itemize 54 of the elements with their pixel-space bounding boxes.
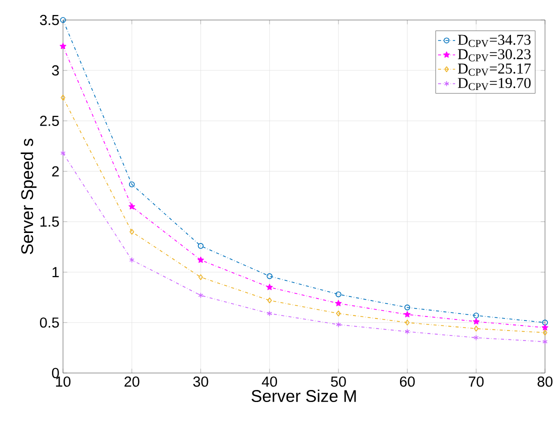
point — [473, 312, 480, 318]
point — [335, 300, 342, 306]
x-tick-label: 40 — [262, 376, 278, 387]
point — [542, 320, 548, 326]
x-tick-label: 80 — [538, 376, 552, 387]
point — [542, 324, 548, 330]
point — [60, 94, 66, 101]
y-tick-label: 3 — [52, 65, 59, 76]
point — [474, 334, 479, 341]
y-tick-label: 2 — [52, 166, 59, 176]
y-tick-label: 0 — [52, 368, 59, 378]
point — [405, 320, 410, 326]
x-tick-label: 60 — [400, 376, 415, 387]
x-tick-label: 70 — [468, 376, 484, 387]
point — [336, 322, 341, 328]
legend-label: D$_{CPV}$=25.17 — [458, 64, 531, 76]
y-tick-label: 1 — [52, 267, 59, 278]
point — [542, 330, 548, 336]
legend-label: D$_{CPV}$=30.23 — [458, 49, 531, 62]
point — [130, 228, 134, 235]
point — [404, 304, 410, 310]
x-tick-label: 20 — [124, 376, 140, 387]
point — [266, 284, 273, 290]
point — [267, 310, 272, 316]
legend-label: D$_{CPV}$=34.73 — [458, 34, 531, 47]
point — [472, 318, 480, 324]
legend-label: D$_{CPV}$=19.70 — [458, 78, 531, 90]
x-tick-label: 30 — [193, 376, 208, 387]
point — [336, 291, 342, 298]
x-axis-title: Server Size M — [252, 390, 356, 402]
x-tick-label: 10 — [56, 376, 70, 387]
point — [266, 273, 272, 280]
point — [336, 310, 341, 316]
point — [267, 297, 272, 304]
point — [404, 328, 410, 335]
point — [198, 274, 203, 280]
y-tick-label: 0.5 — [40, 317, 59, 328]
point — [128, 182, 135, 188]
point — [60, 17, 66, 23]
point — [474, 326, 478, 332]
point — [60, 42, 66, 50]
x-tick-label: 50 — [330, 376, 346, 387]
point — [198, 292, 204, 298]
point — [404, 311, 411, 318]
point — [60, 150, 66, 156]
y-axis-title: Server Speed s — [20, 138, 37, 254]
point — [197, 256, 204, 263]
y-tick-label: 3.5 — [40, 14, 59, 26]
point — [129, 257, 134, 263]
point — [542, 338, 548, 345]
y-tick-label: 2.5 — [40, 116, 59, 126]
point — [198, 243, 204, 249]
point — [128, 203, 136, 210]
y-tick-label: 1.5 — [40, 216, 59, 227]
